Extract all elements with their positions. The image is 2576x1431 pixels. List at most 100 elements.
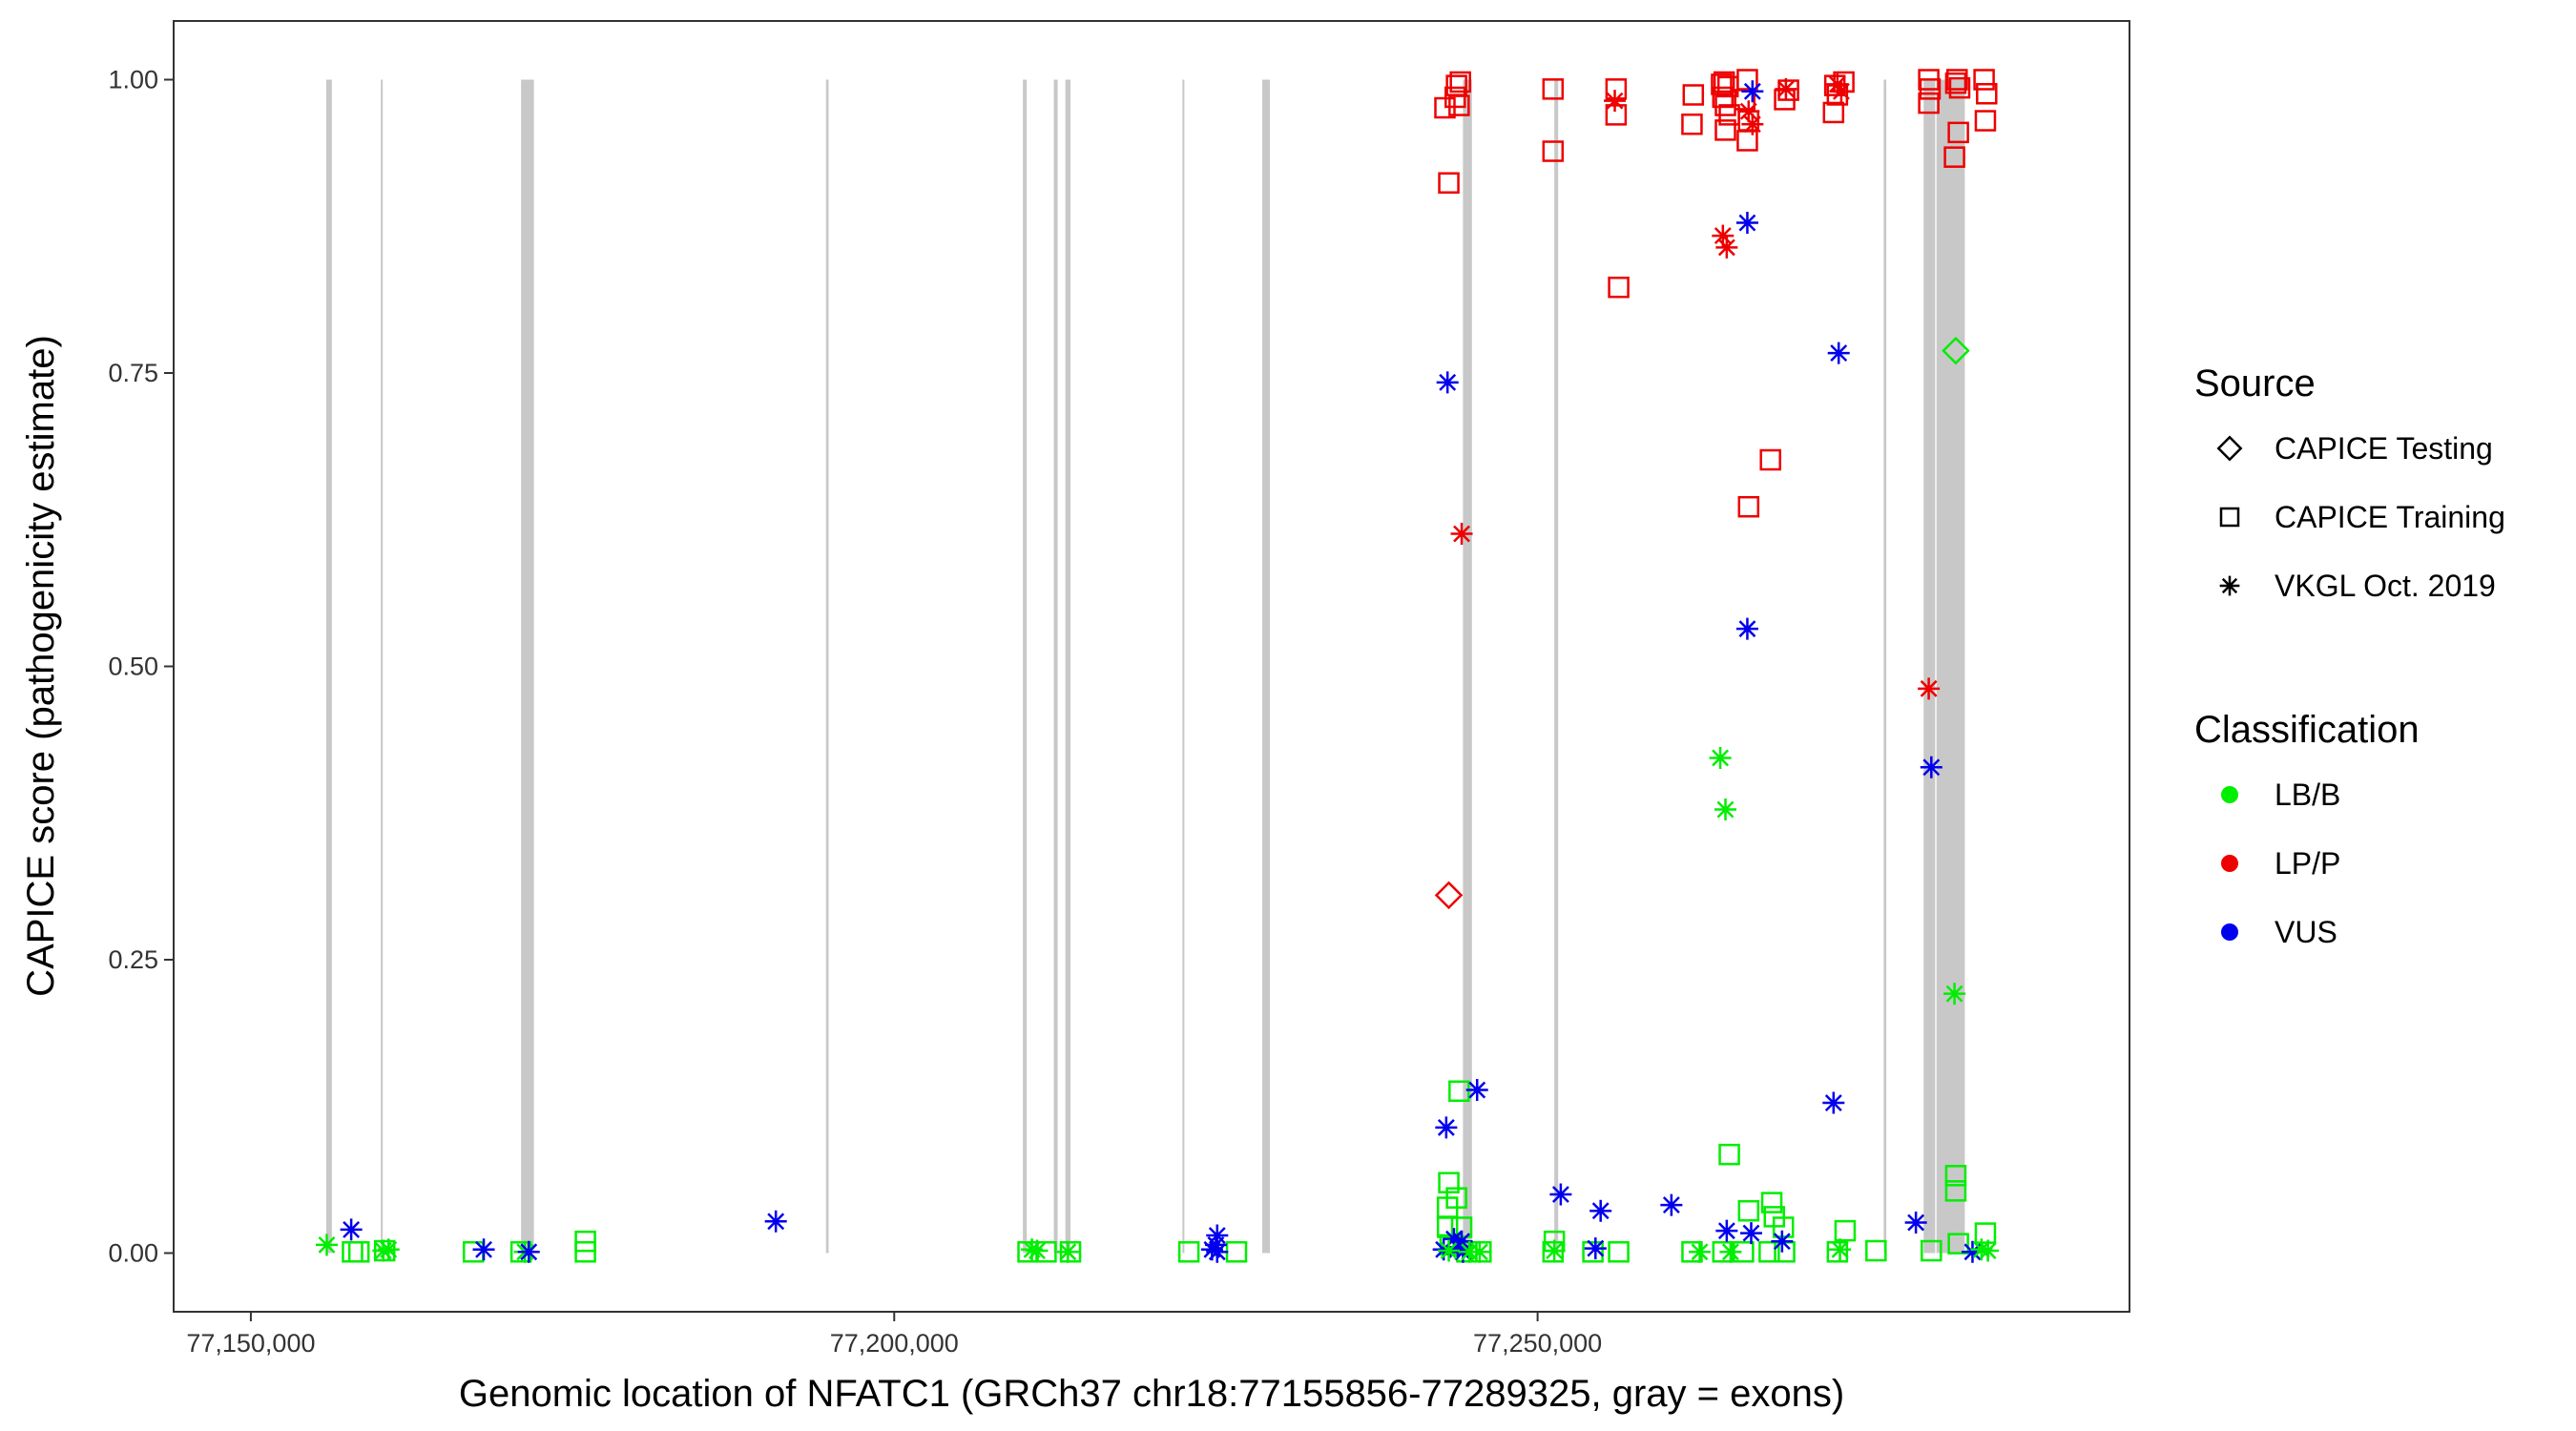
vkgl-oct-2019-point-48: [1771, 1230, 1794, 1253]
y-tick-label-2: 0.25: [108, 945, 158, 974]
capice-training-point-77: [1947, 121, 1969, 144]
vkgl-oct-2019-point-40: [1739, 1222, 1762, 1245]
capice-training-point-41: [1713, 71, 1735, 93]
capice-training-point-83: [1944, 1180, 1967, 1202]
capice-training-point-82: [1944, 1165, 1967, 1187]
exon-band-3: [521, 79, 534, 1254]
legend-source-label-capice-testing: CAPICE Testing: [2275, 431, 2493, 466]
capice-training-point-37: [1682, 84, 1705, 106]
x-tick-label-3: 77,250,000: [1473, 1329, 1602, 1358]
vkgl-oct-2019-point-49: [1822, 1091, 1845, 1114]
vkgl-oct-2019-point-44: [1741, 80, 1764, 103]
vkgl-oct-2019-point-7: [517, 1240, 540, 1263]
vkgl-oct-2019-point-42: [1735, 212, 1758, 235]
vkgl-oct-2019-point-8: [764, 1210, 787, 1233]
capice-training-point-79: [1973, 69, 1995, 91]
vkgl-oct-2019-point-36: [1715, 236, 1738, 259]
legend-source-title: Source: [2194, 363, 2316, 404]
vkgl-oct-2019-point-60: [1977, 1239, 2000, 1262]
capice-training-point-70: [1865, 1239, 1887, 1262]
capice-training-point-38: [1681, 113, 1703, 135]
vkgl-oct-2019-point-21: [1450, 1230, 1473, 1253]
capice-training-point-46: [1714, 119, 1736, 141]
exon-band-12: [1883, 79, 1887, 1254]
vkgl-oct-2019-point-20: [1443, 1228, 1465, 1251]
capice-testing-point-2: [1942, 336, 1970, 365]
capice-training-point-85: [1921, 1239, 1942, 1262]
legend-class-key-lp-p: [2221, 855, 2238, 872]
capice-training-point-60: [1758, 1241, 1780, 1263]
capice-training-point-29: [1542, 140, 1565, 162]
capice-training-point-18: [1448, 94, 1470, 116]
x-tick-label-1: 77,150,000: [186, 1329, 315, 1358]
legend-source-label-capice-training: CAPICE Training: [2275, 500, 2505, 534]
vkgl-oct-2019-point-15: [1206, 1240, 1229, 1263]
capice-training-point-17: [1444, 86, 1466, 109]
exon-band-2: [381, 79, 384, 1254]
capice-training-point-2: [347, 1241, 370, 1263]
capice-training-point-36: [1608, 1241, 1630, 1263]
capice-training-point-34: [1608, 276, 1630, 299]
vkgl-oct-2019-point-55: [1918, 677, 1941, 700]
exon-band-11: [1554, 79, 1559, 1254]
legend-source-key-vkgl-oct-2019: [2219, 575, 2240, 596]
capice-training-point-73: [1918, 92, 1940, 114]
capice-training-point-52: [1759, 448, 1781, 471]
vkgl-oct-2019-point-11: [1056, 1240, 1079, 1263]
capice-training-point-55: [1760, 1192, 1783, 1213]
vkgl-oct-2019-point-51: [1826, 73, 1849, 95]
legend-source-key-capice-training: [2219, 507, 2240, 528]
data-points: [315, 69, 2000, 1263]
vkgl-oct-2019-point-47: [1775, 77, 1797, 100]
vkgl-oct-2019-point-34: [1689, 1240, 1712, 1263]
vkgl-oct-2019-point-56: [1920, 756, 1942, 778]
capice-training-point-74: [1946, 69, 1968, 91]
exon-band-1: [325, 79, 332, 1254]
capice-training-point-76: [1948, 76, 1971, 99]
x-axis: 77,150,000 77,200,000 77,250,000: [186, 1312, 1602, 1358]
vkgl-oct-2019-point-1: [315, 1234, 338, 1256]
capice-training-point-7: [574, 1241, 596, 1263]
exon-band-8: [1182, 79, 1185, 1254]
vkgl-oct-2019-point-10: [1026, 1239, 1049, 1262]
legend-class-key-vus: [2221, 923, 2238, 941]
capice-training-point-35: [1582, 1241, 1604, 1263]
x-tick-label-2: 77,200,000: [830, 1329, 959, 1358]
capice-training-point-50: [1736, 130, 1758, 152]
x-axis-title: Genomic location of NFATC1 (GRCh37 chr18…: [459, 1373, 1844, 1415]
capice-training-point-40: [1711, 73, 1733, 95]
capice-training-point-19: [1438, 1172, 1460, 1193]
vkgl-oct-2019-point-19: [1465, 1079, 1488, 1102]
capice-training-point-78: [1943, 146, 1965, 168]
vkgl-oct-2019-point-43: [1735, 617, 1758, 640]
vkgl-oct-2019-point-45: [1737, 100, 1760, 123]
vkgl-oct-2019-point-41: [1719, 1240, 1742, 1263]
exon-band-14: [1936, 79, 1965, 1254]
y-axis-title: CAPICE score (pathogenicity estimate): [20, 335, 62, 997]
exon-band-9: [1261, 79, 1271, 1254]
capice-training-point-11: [1177, 1241, 1200, 1263]
legend-source-key-capice-testing: [2216, 435, 2243, 462]
vkgl-oct-2019-point-58: [1961, 1240, 1984, 1263]
y-tick-label-4: 0.75: [108, 359, 158, 387]
legend-class-label-vus: VUS: [2275, 915, 2337, 949]
vkgl-oct-2019-point-57: [1943, 983, 1966, 1006]
vkgl-oct-2019-point-54: [1904, 1212, 1927, 1234]
y-axis: 0.00 0.25 0.50 0.75 1.00: [108, 66, 174, 1268]
legend-class-label-lb-b: LB/B: [2275, 778, 2340, 812]
capice-training-point-67: [1822, 101, 1845, 124]
vkgl-oct-2019-point-5: [472, 1238, 495, 1261]
vkgl-oct-2019-point-17: [1450, 523, 1473, 546]
vkgl-oct-2019-point-32: [1584, 1237, 1607, 1260]
vkgl-oct-2019-point-35: [1712, 224, 1735, 247]
vkgl-oct-2019-point-16: [1436, 371, 1459, 394]
vkgl-oct-2019-point-46: [1741, 113, 1764, 135]
capice-training-point-80: [1976, 83, 1998, 105]
capice-training-point-28: [1542, 78, 1565, 100]
vkgl-oct-2019-point-4: [377, 1238, 400, 1261]
y-tick-label-3: 0.50: [108, 653, 158, 681]
capice-training-point-43: [1712, 86, 1735, 109]
capice-training-point-14: [1438, 172, 1460, 194]
vkgl-oct-2019-point-37: [1709, 746, 1732, 769]
